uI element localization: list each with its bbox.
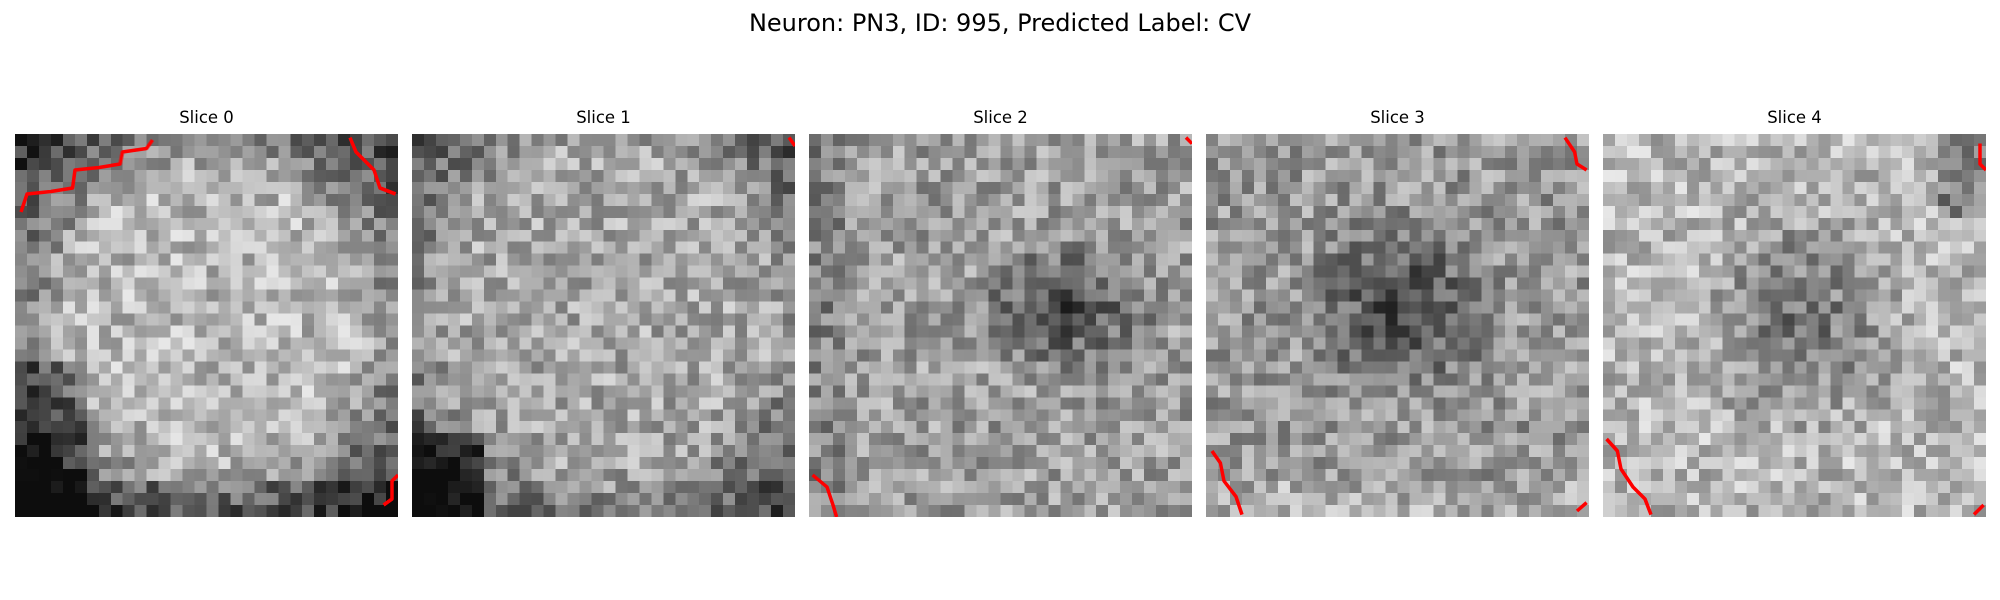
- slice-image-4: [1603, 134, 1986, 517]
- slice-panel-1: Slice 1: [412, 108, 795, 517]
- slice-panel-4: Slice 4: [1603, 108, 1986, 517]
- slice-panel-3: Slice 3: [1206, 108, 1589, 517]
- slice-title: Slice 2: [973, 108, 1028, 127]
- slice-panel-2: Slice 2: [809, 108, 1192, 517]
- slice-panel-0: Slice 0: [15, 108, 398, 517]
- slice-image-1: [412, 134, 795, 517]
- slice-title: Slice 3: [1370, 108, 1425, 127]
- slice-title: Slice 1: [576, 108, 631, 127]
- slice-image-0: [15, 134, 398, 517]
- slice-image-3: [1206, 134, 1589, 517]
- figure-title: Neuron: PN3, ID: 995, Predicted Label: C…: [748, 9, 1252, 37]
- slice-title: Slice 4: [1767, 108, 1822, 127]
- slice-title: Slice 0: [179, 108, 234, 127]
- slice-image-2: [809, 134, 1192, 517]
